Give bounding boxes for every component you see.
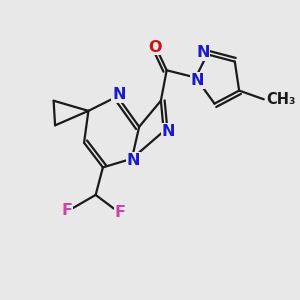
Text: F: F [115,205,126,220]
Text: CH₃: CH₃ [267,92,296,107]
Text: N: N [112,87,126,102]
Text: N: N [190,73,204,88]
Text: N: N [161,124,175,139]
Text: F: F [61,203,72,218]
Text: O: O [148,40,162,55]
Text: N: N [196,45,210,60]
Text: N: N [127,153,140,168]
